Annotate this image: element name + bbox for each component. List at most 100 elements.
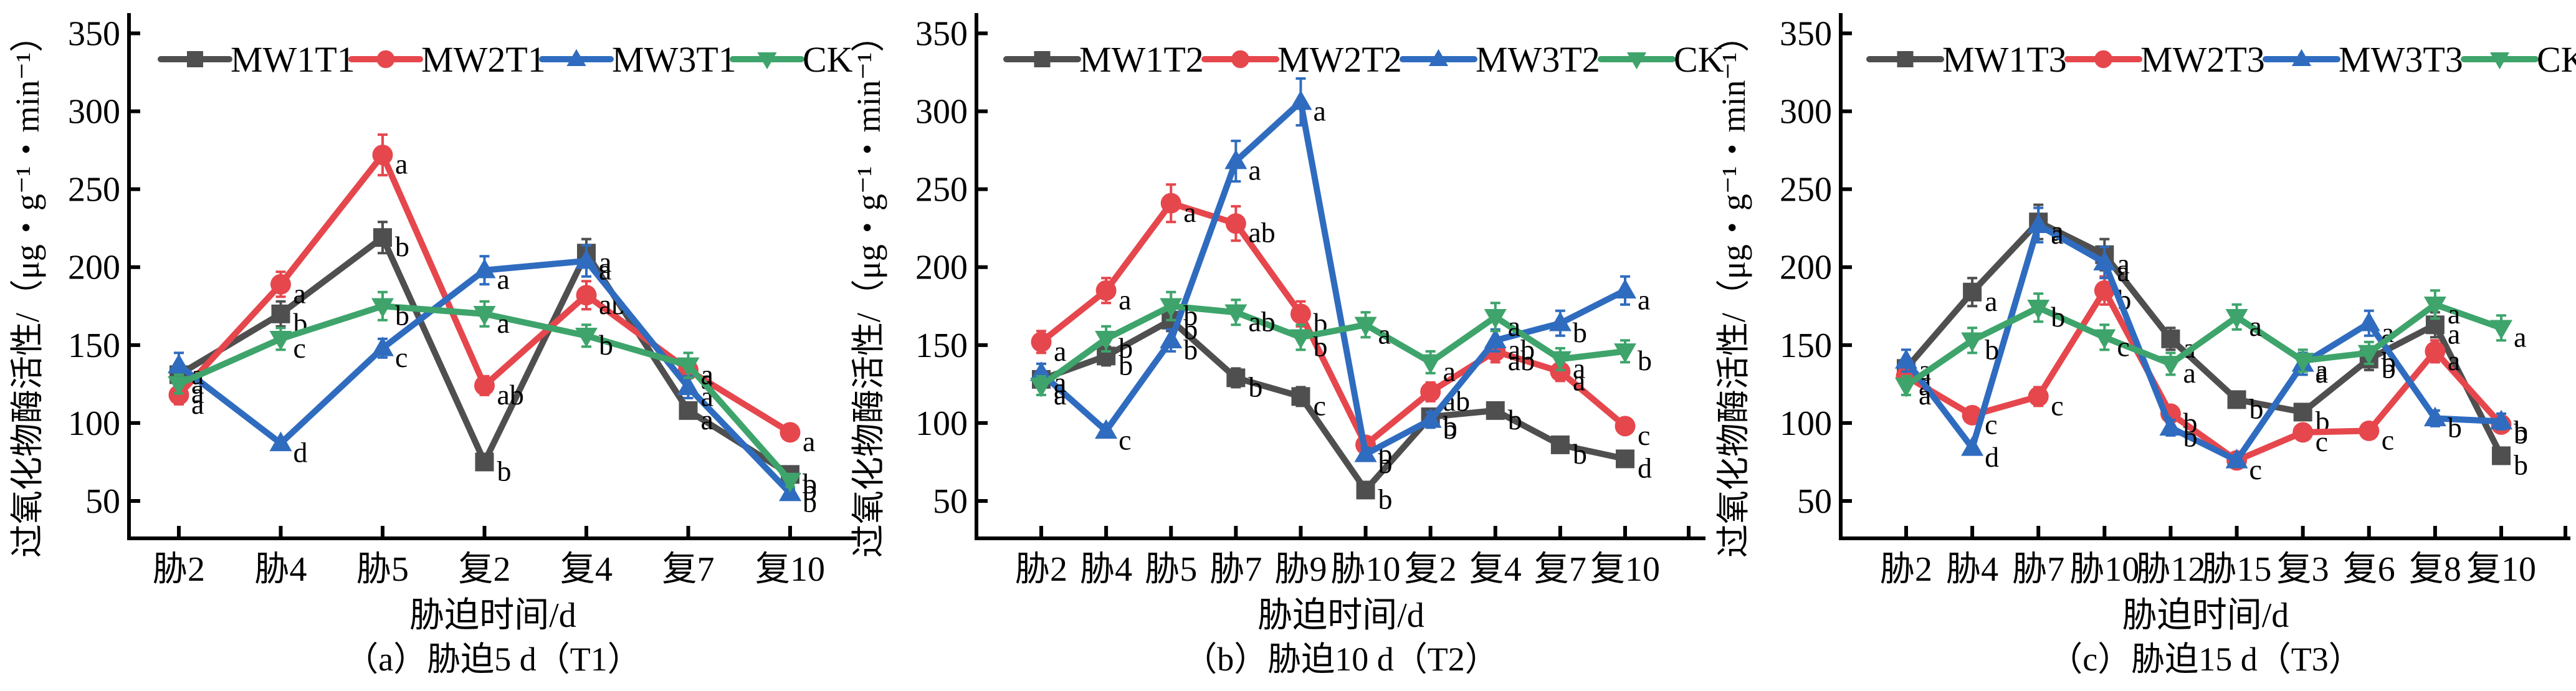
legend-item: MW3T3 bbox=[2263, 39, 2463, 80]
legend-marker bbox=[757, 52, 777, 70]
significance-label: b bbox=[1638, 345, 1652, 376]
data-point bbox=[2227, 390, 2246, 409]
significance-label: b bbox=[803, 467, 817, 499]
data-point bbox=[2423, 406, 2446, 427]
data-point bbox=[1226, 368, 1246, 388]
y-tick-label: 150 bbox=[68, 326, 120, 365]
significance-label: ab bbox=[1508, 345, 1535, 376]
significance-label: c bbox=[293, 332, 306, 364]
x-tick-label: 复10 bbox=[2466, 550, 2536, 589]
series-line bbox=[1039, 98, 1627, 457]
significance-label: a bbox=[701, 358, 713, 390]
significance-label: b bbox=[2448, 411, 2462, 443]
y-tick-label: 150 bbox=[915, 326, 968, 365]
legend-label: MW2T2 bbox=[1277, 39, 1402, 80]
data-point bbox=[1354, 317, 1377, 337]
data-point bbox=[2357, 345, 2380, 365]
legend-label: MW2T3 bbox=[2140, 39, 2265, 80]
legend-marker bbox=[566, 49, 586, 67]
significance-label: b bbox=[599, 329, 613, 361]
data-point bbox=[269, 331, 292, 351]
y-tick-label: 100 bbox=[1780, 404, 1832, 443]
data-point bbox=[679, 401, 698, 420]
legend-item: MW1T3 bbox=[1866, 39, 2067, 80]
data-point bbox=[2357, 312, 2380, 331]
significance-label: b bbox=[1248, 371, 1262, 403]
legend-label: MW3T2 bbox=[1476, 39, 1600, 80]
data-point bbox=[780, 422, 801, 443]
significance-label: b bbox=[803, 486, 817, 518]
data-point bbox=[2423, 297, 2446, 317]
x-tick-label: 胁2 bbox=[153, 550, 205, 589]
significance-label: a bbox=[1119, 284, 1131, 315]
legend-label: CK bbox=[803, 39, 853, 80]
significance-label: b bbox=[2183, 407, 2197, 439]
x-tick-label: 胁10 bbox=[2069, 550, 2139, 589]
data-point bbox=[1420, 381, 1441, 403]
y-tick-label: 150 bbox=[1780, 326, 1832, 365]
significance-label: c bbox=[2249, 454, 2262, 485]
x-tick-label: 复6 bbox=[2343, 550, 2395, 589]
data-point bbox=[1614, 279, 1636, 299]
significance-label: ab bbox=[1248, 217, 1275, 249]
data-point bbox=[1895, 349, 1917, 369]
series-line bbox=[1904, 301, 2502, 388]
legend-label: CK bbox=[2537, 39, 2576, 80]
significance-label: b bbox=[1119, 332, 1133, 364]
y-axis-title: 过氧化物酶活性/（μg・g⁻¹・min⁻¹） bbox=[9, 19, 46, 558]
significance-label: b bbox=[395, 231, 409, 262]
significance-label: b bbox=[2051, 301, 2065, 333]
significance-label: d bbox=[1638, 452, 1652, 484]
data-point bbox=[1419, 408, 1442, 428]
data-point bbox=[1484, 309, 1507, 329]
y-tick-label: 250 bbox=[1780, 171, 1832, 209]
significance-label: a bbox=[2051, 218, 2063, 250]
significance-label: a bbox=[2249, 310, 2262, 342]
series-line bbox=[1904, 222, 2502, 464]
data-point bbox=[1548, 312, 1572, 331]
significance-label: ab bbox=[1248, 305, 1275, 337]
data-point bbox=[1095, 419, 1118, 439]
y-tick-label: 350 bbox=[68, 15, 120, 54]
y-tick-label: 50 bbox=[933, 482, 968, 521]
data-point bbox=[1160, 193, 1181, 214]
series-line bbox=[1040, 317, 1626, 493]
significance-label: a bbox=[1378, 318, 1391, 350]
significance-label: a bbox=[2183, 357, 2195, 389]
data-point bbox=[1961, 436, 1984, 456]
x-tick-label: 复7 bbox=[1534, 550, 1586, 589]
significance-label: a bbox=[599, 254, 611, 286]
significance-label: a bbox=[599, 246, 611, 278]
x-tick-label: 胁4 bbox=[1946, 550, 1998, 589]
data-point bbox=[2028, 386, 2049, 407]
data-point bbox=[168, 353, 190, 374]
y-tick-label: 100 bbox=[68, 404, 120, 443]
legend-item: CK bbox=[730, 39, 853, 80]
legend: MW1T1 MW2T1 MW3T1 CK bbox=[158, 39, 853, 80]
significance-label: a bbox=[1919, 379, 1931, 411]
data-point bbox=[1290, 303, 1311, 325]
x-tick-label: 胁5 bbox=[1145, 550, 1197, 589]
significance-label: c bbox=[2117, 330, 2129, 362]
significance-label: b bbox=[803, 474, 817, 505]
data-point bbox=[2094, 280, 2115, 301]
x-tick-label: 胁5 bbox=[356, 550, 409, 589]
significance-label: b bbox=[1508, 404, 1522, 436]
significance-label: a bbox=[1183, 196, 1196, 228]
legend-item: MW2T3 bbox=[2064, 39, 2265, 80]
data-point bbox=[271, 304, 290, 323]
data-point bbox=[1895, 378, 1917, 398]
significance-label: a bbox=[191, 377, 204, 409]
data-point bbox=[270, 274, 291, 295]
legend-marker bbox=[2291, 49, 2312, 67]
data-point bbox=[1961, 332, 1984, 353]
significance-label: a bbox=[1054, 335, 1066, 367]
data-point bbox=[2490, 409, 2512, 430]
significance-label: a bbox=[1638, 284, 1650, 315]
data-point bbox=[1160, 298, 1183, 318]
x-tick-label: 胁12 bbox=[2135, 550, 2205, 589]
x-tick-label: 复4 bbox=[560, 550, 613, 589]
